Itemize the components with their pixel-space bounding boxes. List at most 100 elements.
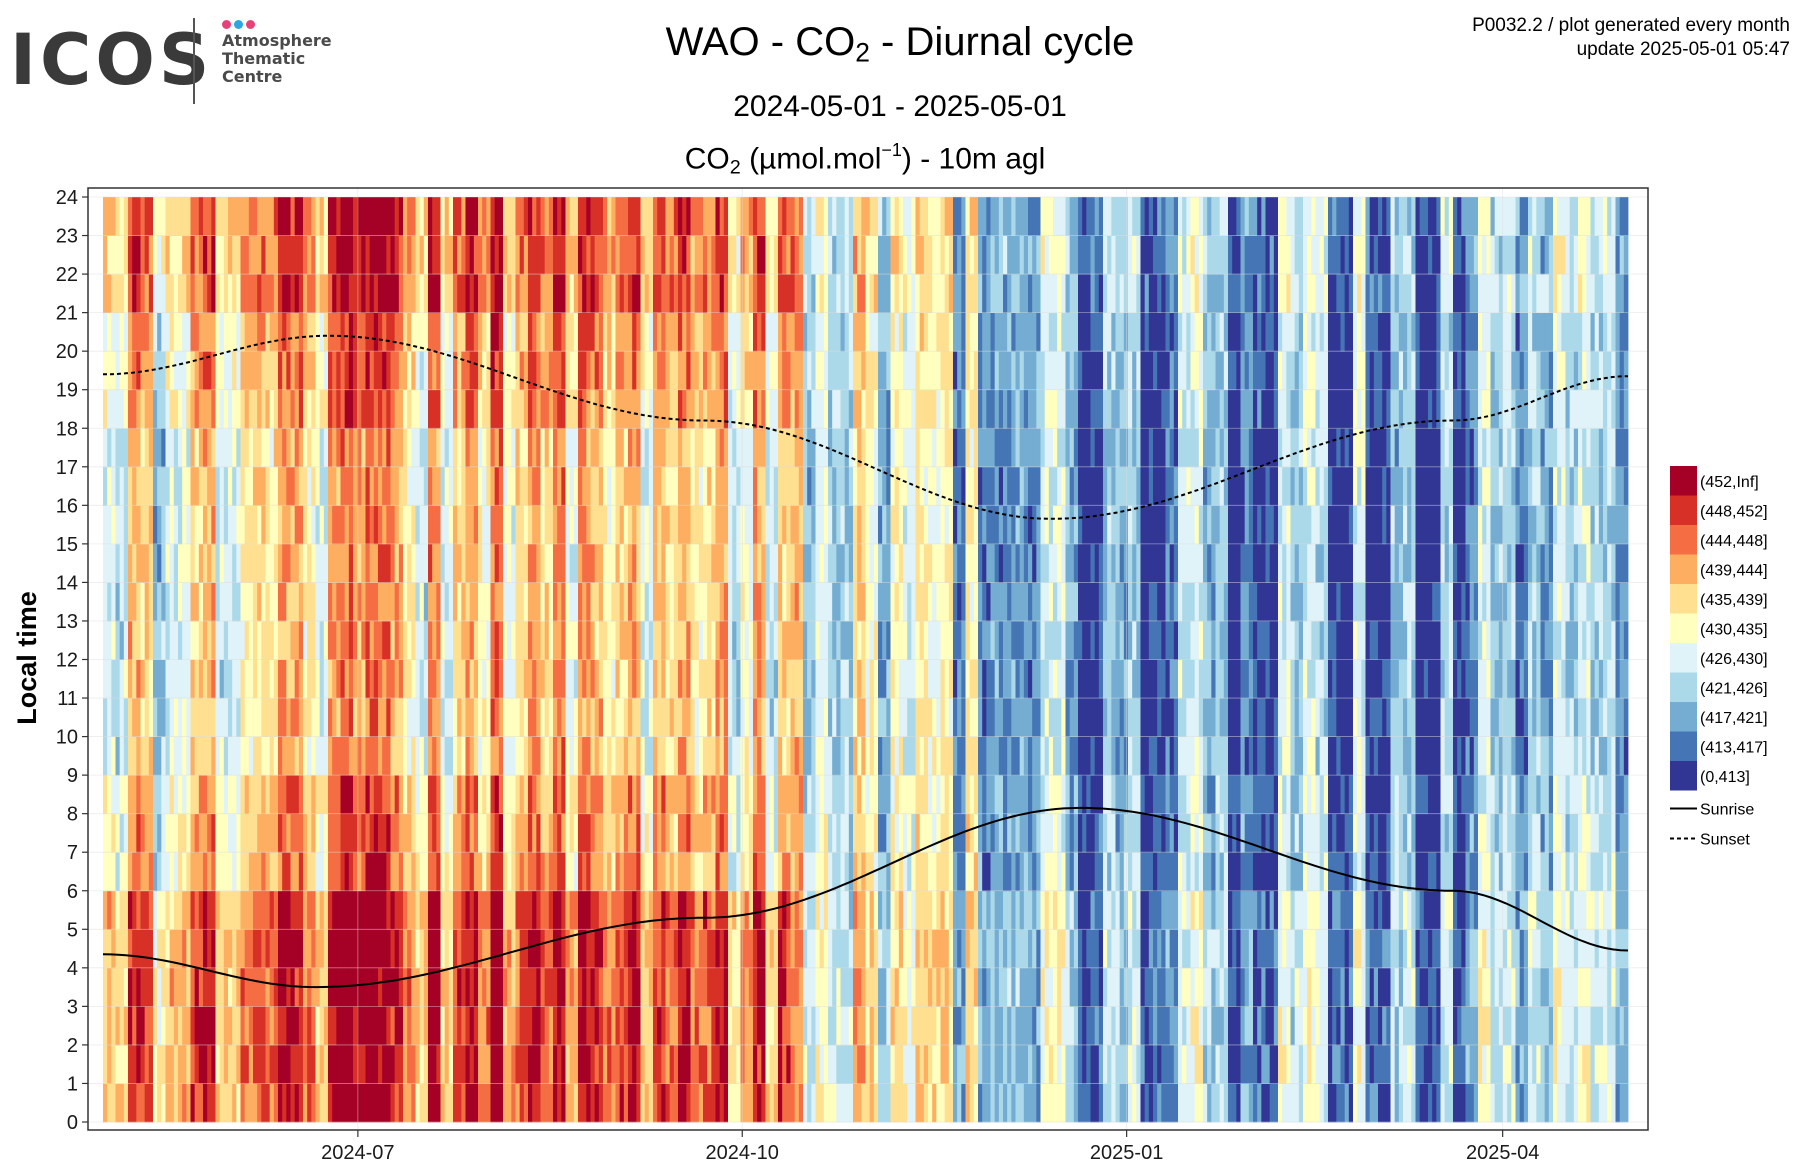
- heatmap-cell: [394, 890, 400, 930]
- heatmap-cell: [411, 1006, 416, 1046]
- heatmap-cell: [157, 698, 162, 737]
- heatmap-cell: [144, 1044, 150, 1084]
- heatmap-cell: [457, 1044, 462, 1084]
- heatmap-cell: [632, 505, 637, 545]
- heatmap-cell: [878, 736, 883, 776]
- heatmap-cell: [911, 274, 916, 314]
- heatmap-cell: [219, 197, 225, 236]
- heatmap-cell: [607, 620, 612, 660]
- heatmap-cell: [778, 1044, 783, 1084]
- heatmap-cell: [944, 428, 950, 468]
- heatmap-cell: [828, 466, 833, 506]
- heatmap-cell: [703, 505, 708, 545]
- heatmap-cell: [228, 620, 233, 660]
- heatmap-cell: [369, 736, 375, 776]
- heatmap-cell: [415, 1006, 421, 1046]
- heatmap-cell: [611, 235, 616, 275]
- heatmap-cell: [894, 813, 900, 853]
- heatmap-cell: [428, 620, 433, 660]
- heatmap-cell: [673, 852, 679, 892]
- heatmap-cell: [315, 929, 321, 969]
- heatmap-cell: [778, 274, 783, 314]
- heatmap-cell: [711, 389, 716, 429]
- heatmap-cell: [732, 929, 737, 969]
- heatmap-cell: [319, 505, 325, 545]
- heatmap-cell: [919, 274, 925, 314]
- heatmap-cell: [619, 620, 625, 660]
- heatmap-cell: [544, 235, 550, 275]
- heatmap-cell: [853, 428, 858, 468]
- heatmap-cell: [836, 466, 841, 506]
- heatmap-cell: [169, 235, 175, 275]
- heatmap-cell: [323, 852, 329, 892]
- heatmap-cell: [128, 274, 133, 314]
- heatmap-cell: [828, 428, 833, 468]
- heatmap-cell: [769, 235, 775, 275]
- heatmap-cell: [728, 736, 733, 776]
- heatmap-cell: [107, 967, 112, 1007]
- heatmap-cell: [290, 929, 296, 969]
- heatmap-cell: [561, 620, 566, 660]
- heatmap-cell: [965, 1083, 971, 1123]
- heatmap-cell: [390, 235, 396, 275]
- heatmap-cell: [469, 1006, 475, 1046]
- heatmap-cell: [173, 775, 179, 815]
- heatmap-cell: [323, 736, 329, 776]
- heatmap-cell: [878, 659, 883, 699]
- heatmap-cell: [361, 197, 366, 236]
- heatmap-cell: [257, 1044, 262, 1084]
- heatmap-cell: [653, 852, 658, 892]
- heatmap-cell: [919, 543, 925, 583]
- heatmap-cell: [278, 890, 283, 930]
- heatmap-cell: [157, 274, 162, 314]
- heatmap-cell: [623, 813, 629, 853]
- heatmap-cell: [886, 274, 891, 314]
- heatmap-cell: [732, 620, 737, 660]
- heatmap-cell: [603, 466, 608, 506]
- heatmap-cell: [498, 813, 504, 853]
- heatmap-cell: [361, 235, 366, 275]
- heatmap-cell: [328, 389, 333, 429]
- heatmap-cell: [598, 967, 604, 1007]
- heatmap-cell: [123, 967, 129, 1007]
- heatmap-cell: [715, 620, 721, 660]
- heatmap-cell: [932, 620, 937, 660]
- heatmap-cell: [303, 197, 308, 236]
- heatmap-cell: [932, 698, 937, 737]
- heatmap-cell: [440, 312, 446, 352]
- heatmap-cell: [244, 543, 250, 583]
- heatmap-cell: [936, 428, 941, 468]
- heatmap-cell: [578, 389, 583, 429]
- heatmap-cell: [844, 351, 850, 391]
- heatmap-cell: [869, 235, 875, 275]
- heatmap-cell: [944, 235, 950, 275]
- heatmap-cell: [298, 698, 304, 737]
- heatmap-cell: [182, 1044, 187, 1084]
- heatmap-cell: [328, 312, 333, 352]
- heatmap-cell: [161, 1006, 166, 1046]
- heatmap-cell: [890, 428, 896, 468]
- heatmap-cell: [440, 967, 446, 1007]
- heatmap-cell: [903, 351, 908, 391]
- heatmap-cell: [103, 1044, 108, 1084]
- heatmap-cell: [703, 197, 708, 236]
- heatmap-cell: [136, 967, 141, 1007]
- heatmap-cell: [628, 543, 633, 583]
- heatmap-cell: [311, 466, 316, 506]
- heatmap-cell: [540, 1006, 546, 1046]
- heatmap-cell: [794, 274, 800, 314]
- heatmap-cell: [882, 659, 887, 699]
- heatmap-cell: [340, 736, 346, 776]
- heatmap-cell: [340, 505, 346, 545]
- heatmap-cell: [348, 967, 354, 1007]
- heatmap-cell: [569, 852, 575, 892]
- heatmap-cell: [173, 428, 179, 468]
- heatmap-cell: [132, 582, 137, 622]
- heatmap-cell: [819, 197, 825, 236]
- heatmap-cell: [653, 428, 658, 468]
- heatmap-cell: [523, 659, 529, 699]
- heatmap-cell: [198, 582, 204, 622]
- heatmap-cell: [265, 543, 271, 583]
- heatmap-cell: [469, 620, 475, 660]
- heatmap-cell: [373, 852, 379, 892]
